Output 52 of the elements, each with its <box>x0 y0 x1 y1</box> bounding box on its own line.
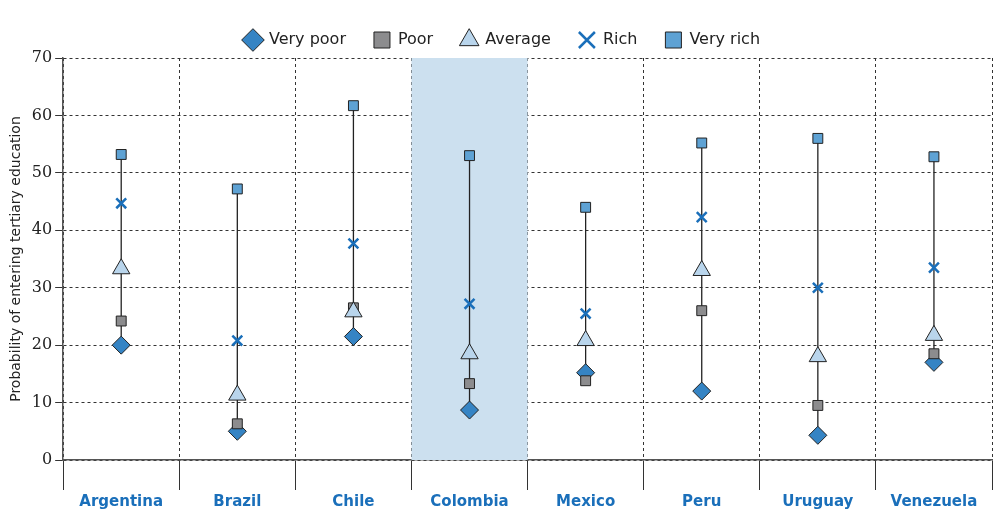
point <box>695 210 708 224</box>
point <box>579 307 592 320</box>
point <box>696 305 708 317</box>
x-tick-label: Uruguay <box>782 491 854 510</box>
legend-label: Rich <box>602 29 638 49</box>
point <box>692 381 712 401</box>
x-tick-label: Mexico <box>556 491 616 510</box>
point <box>115 149 127 160</box>
y-tick-label: 10 <box>31 391 53 411</box>
y-tick-label: 50 <box>31 162 53 182</box>
point <box>111 335 131 355</box>
y-tick-label: 30 <box>31 276 53 296</box>
point <box>231 334 244 347</box>
y-tick-label: 0 <box>41 449 53 469</box>
point <box>808 425 828 445</box>
point <box>347 100 359 112</box>
point <box>811 281 825 294</box>
legend-label: Poor <box>397 29 434 49</box>
point <box>808 346 827 363</box>
legend-label: Very rich <box>689 29 761 49</box>
point <box>927 261 941 274</box>
y-tick-label: 40 <box>31 219 53 239</box>
y-tick-label: 20 <box>31 334 53 354</box>
point <box>460 400 480 420</box>
point <box>463 297 476 310</box>
x-tick-label: Colombia <box>430 491 509 510</box>
point <box>347 237 360 250</box>
point <box>812 399 824 411</box>
point <box>928 151 940 163</box>
point <box>576 330 595 347</box>
y-tick-label: 70 <box>31 47 53 67</box>
x-tick-label: Brazil <box>213 491 262 510</box>
legend-label: Very poor <box>268 29 347 49</box>
point <box>343 327 363 347</box>
point <box>231 418 243 430</box>
point <box>115 315 127 327</box>
point <box>464 150 475 162</box>
point <box>580 375 592 387</box>
x-tick-label: Venezuela <box>890 491 978 510</box>
point <box>464 378 475 390</box>
point <box>115 197 128 210</box>
point <box>812 132 824 144</box>
point <box>696 137 708 149</box>
y-axis-title: Probability of entering tertiary education <box>7 116 24 402</box>
x-tick-label: Chile <box>332 491 375 510</box>
point <box>928 348 940 360</box>
y-tick-label: 60 <box>31 104 53 124</box>
point <box>231 183 243 195</box>
point <box>580 201 592 213</box>
x-tick-label: Peru <box>682 491 722 510</box>
x-tick-label: Argentina <box>79 491 164 510</box>
legend-label: Average <box>485 29 551 49</box>
